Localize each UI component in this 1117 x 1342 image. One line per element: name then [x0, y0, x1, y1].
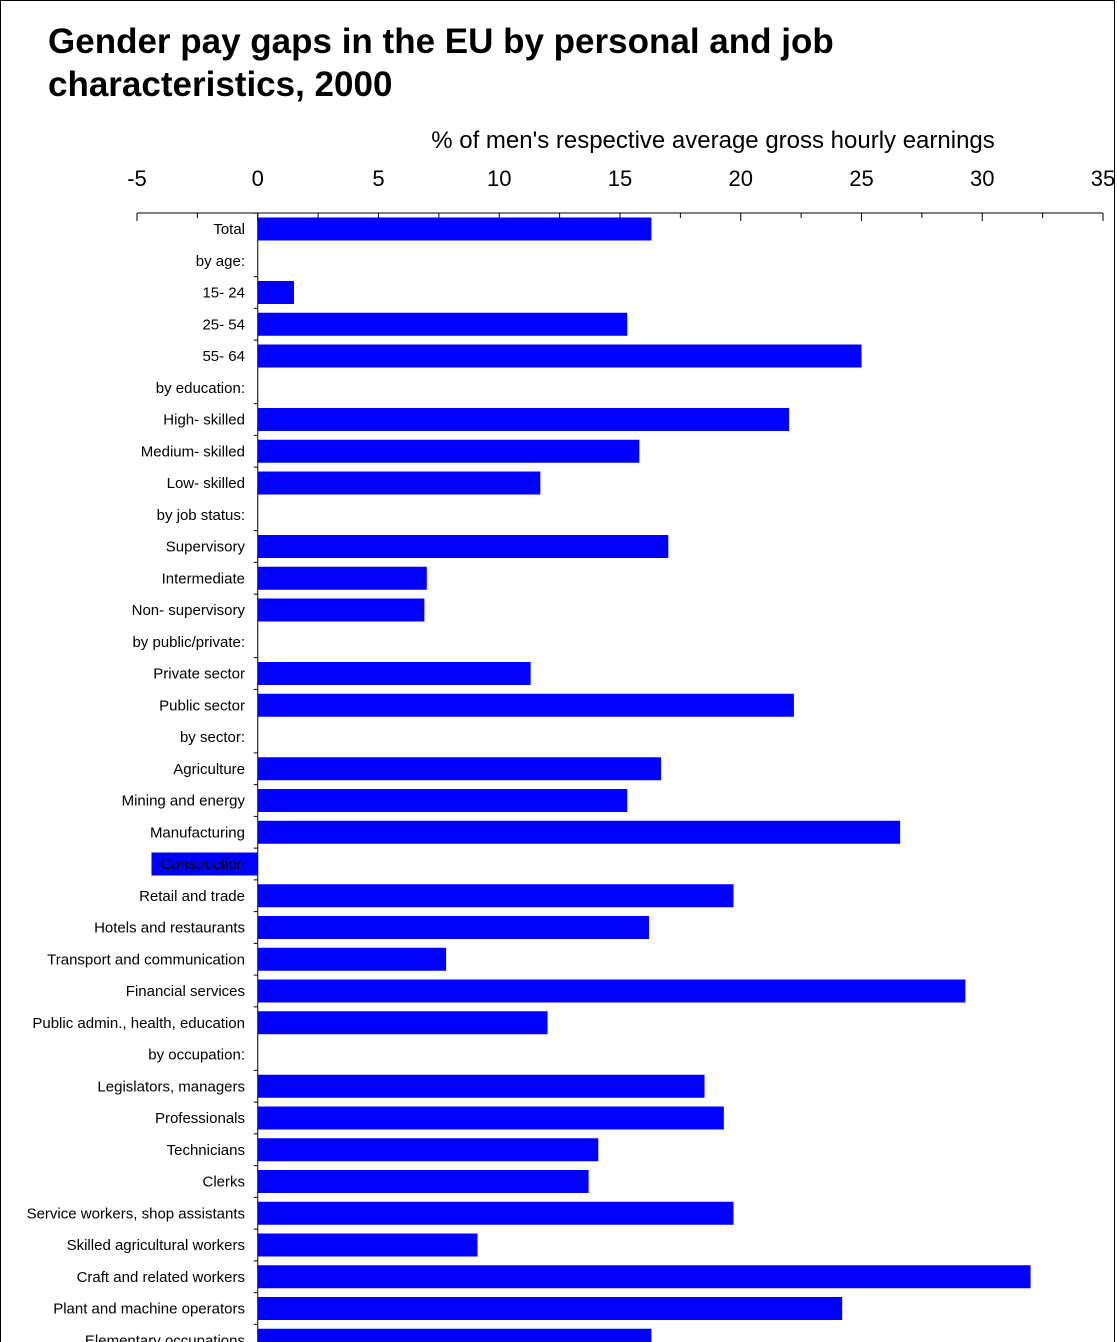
category-label: 25- 54 [202, 316, 245, 333]
bar [257, 281, 294, 304]
bar [257, 408, 790, 431]
category-label: by public/private: [132, 634, 245, 651]
category-label: Service workers, shop assistants [27, 1205, 245, 1222]
bar [257, 217, 652, 241]
bar [151, 852, 258, 876]
chart-title-line-2: characteristics, 2000 [48, 65, 392, 104]
x-tick-label: 10 [487, 166, 511, 191]
category-label: 55- 64 [202, 348, 245, 365]
bar [257, 535, 669, 558]
category-label: Private sector [153, 666, 245, 683]
category-label: Public admin., health, education [32, 1015, 245, 1032]
category-labels: Total by age: 15- 24 25- 54 55- 64 by educati… [27, 221, 246, 1342]
bar [257, 1138, 599, 1162]
bar [257, 884, 734, 908]
x-axis-title: % of men's respective average gross hour… [431, 127, 995, 154]
bar [257, 916, 649, 939]
category-label: Agriculture [173, 761, 245, 778]
category-label: Transport and communication [47, 951, 245, 968]
category-label: by sector: [180, 729, 245, 746]
category-label: Hotels and restaurants [94, 920, 245, 937]
category-label: by age: [196, 253, 245, 270]
bars [151, 217, 1031, 1342]
category-label: Elementary occupations [85, 1332, 245, 1342]
category-label: Financial services [126, 983, 245, 1000]
category-label: Professionals [155, 1110, 245, 1127]
x-tick-label: -5 [127, 166, 147, 191]
category-label: by job status: [157, 507, 245, 524]
bar [257, 693, 794, 717]
bar [257, 662, 531, 685]
bar [257, 757, 662, 781]
bar [257, 471, 541, 495]
bar [257, 344, 862, 368]
bar [257, 1328, 652, 1342]
x-tick-label: 25 [849, 166, 873, 191]
bar [257, 1170, 589, 1193]
chart-title: Gender pay gaps in the EU by personal an… [48, 22, 834, 104]
x-tick-label: 5 [372, 166, 384, 191]
category-label: Plant and machine operators [53, 1301, 245, 1318]
bar [257, 1074, 705, 1098]
category-label: Intermediate [162, 570, 245, 587]
category-label: Legislators, managers [97, 1078, 245, 1095]
category-label: Supervisory [166, 539, 246, 556]
category-label: Low- skilled [167, 475, 245, 492]
bar [257, 566, 427, 590]
x-tick-label: 20 [729, 166, 753, 191]
category-label: Skilled agricultural workers [67, 1237, 245, 1254]
category-label: Clerks [202, 1174, 245, 1191]
bar [257, 789, 628, 812]
bar [257, 1011, 548, 1035]
bar [257, 312, 628, 336]
bar [257, 598, 425, 622]
category-label: by education: [156, 380, 245, 397]
category-label: High- skilled [163, 412, 245, 429]
bar [257, 439, 640, 463]
category-label: Technicians [167, 1142, 245, 1159]
category-label: Mining and energy [122, 793, 246, 810]
category-label: Retail and trade [139, 888, 245, 905]
category-label: Public sector [159, 697, 245, 714]
category-label: 15- 24 [202, 285, 245, 302]
bar [257, 1106, 724, 1130]
bar [257, 1297, 843, 1320]
chart-title-line-1: Gender pay gaps in the EU by personal an… [48, 22, 834, 61]
x-tick-label: 35 [1091, 166, 1115, 191]
bar [257, 947, 447, 971]
bar [257, 979, 966, 1003]
x-axis: -5 0 5 10 15 20 25 30 35 [127, 166, 1115, 1342]
category-label: Construction [161, 856, 245, 873]
bar [257, 1233, 478, 1257]
x-tick-label: 30 [970, 166, 994, 191]
bar [257, 1201, 734, 1225]
x-tick-label: 15 [608, 166, 632, 191]
category-label: Craft and related workers [77, 1269, 245, 1286]
category-label: Total [213, 221, 245, 238]
category-label: Manufacturing [150, 824, 245, 841]
bar [257, 1265, 1031, 1289]
x-tick-label: 0 [252, 166, 264, 191]
category-label: Medium- skilled [141, 443, 245, 460]
category-label: by occupation: [148, 1047, 245, 1064]
category-label: Non- supervisory [132, 602, 246, 619]
bar [257, 820, 901, 844]
